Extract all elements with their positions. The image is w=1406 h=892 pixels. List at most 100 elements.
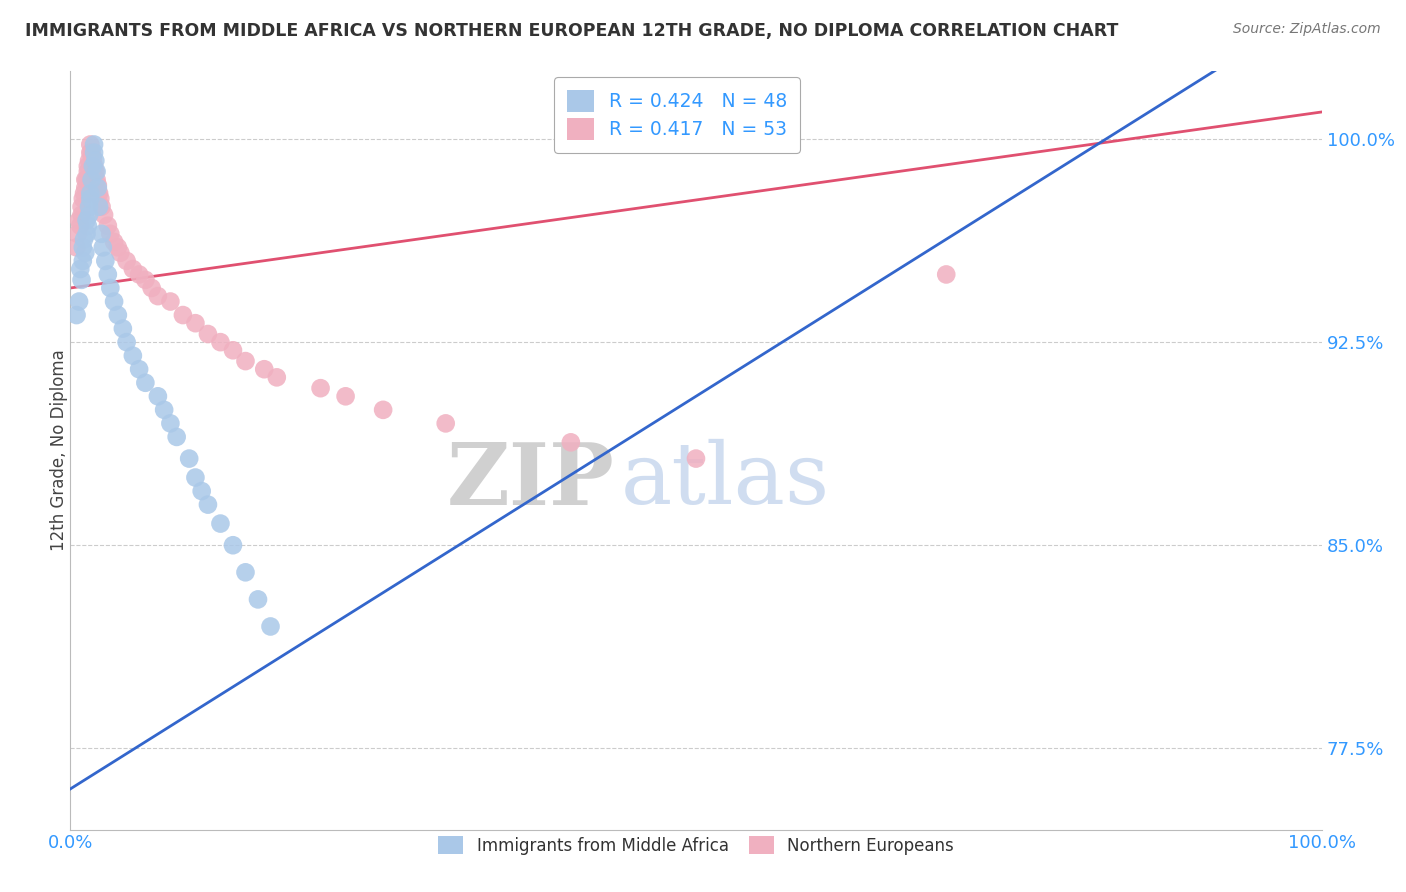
Point bbox=[209, 335, 232, 350]
Point bbox=[146, 389, 169, 403]
Point bbox=[141, 281, 163, 295]
Point bbox=[335, 389, 357, 403]
Point bbox=[153, 402, 176, 417]
Point bbox=[159, 417, 181, 431]
Point bbox=[128, 268, 150, 282]
Point bbox=[89, 192, 111, 206]
Point bbox=[121, 262, 145, 277]
Point bbox=[235, 354, 257, 368]
Point bbox=[76, 213, 98, 227]
Point bbox=[266, 370, 288, 384]
Text: IMMIGRANTS FROM MIDDLE AFRICA VS NORTHERN EUROPEAN 12TH GRADE, NO DIPLOMA CORREL: IMMIGRANTS FROM MIDDLE AFRICA VS NORTHER… bbox=[25, 22, 1119, 40]
Point bbox=[82, 159, 104, 173]
Point bbox=[235, 566, 257, 580]
Point bbox=[83, 137, 105, 152]
Point bbox=[86, 172, 108, 186]
Point bbox=[77, 200, 100, 214]
Point bbox=[75, 245, 97, 260]
Point bbox=[69, 219, 91, 233]
Point bbox=[79, 137, 101, 152]
Point bbox=[84, 153, 107, 168]
Point bbox=[97, 268, 120, 282]
Point bbox=[77, 208, 100, 222]
Point bbox=[80, 172, 103, 186]
Point bbox=[107, 240, 129, 254]
Point bbox=[73, 232, 96, 246]
Point bbox=[84, 164, 107, 178]
Point bbox=[76, 227, 98, 241]
Point bbox=[560, 435, 582, 450]
Point bbox=[159, 294, 181, 309]
Point bbox=[87, 178, 110, 192]
Point bbox=[90, 200, 112, 214]
Point bbox=[685, 451, 707, 466]
Point bbox=[67, 213, 90, 227]
Point bbox=[83, 145, 105, 160]
Point bbox=[76, 159, 98, 173]
Text: atlas: atlas bbox=[621, 439, 830, 523]
Point bbox=[115, 253, 138, 268]
Point bbox=[97, 219, 120, 233]
Point bbox=[259, 619, 281, 633]
Point bbox=[103, 235, 125, 249]
Point bbox=[75, 181, 97, 195]
Point bbox=[70, 208, 93, 222]
Point bbox=[253, 362, 276, 376]
Point bbox=[935, 268, 957, 282]
Point bbox=[184, 470, 207, 484]
Y-axis label: 12th Grade, No Diploma: 12th Grade, No Diploma bbox=[51, 350, 67, 551]
Point bbox=[65, 308, 87, 322]
Point bbox=[79, 186, 101, 201]
Point bbox=[79, 145, 101, 160]
Point bbox=[72, 253, 94, 268]
Point bbox=[166, 430, 188, 444]
Point bbox=[86, 164, 108, 178]
Point bbox=[94, 253, 117, 268]
Point bbox=[70, 273, 93, 287]
Point bbox=[172, 308, 194, 322]
Point bbox=[80, 145, 103, 160]
Point bbox=[121, 349, 145, 363]
Point bbox=[107, 308, 129, 322]
Text: ZIP: ZIP bbox=[447, 439, 614, 523]
Point bbox=[93, 208, 115, 222]
Point bbox=[184, 316, 207, 330]
Point bbox=[67, 294, 90, 309]
Point bbox=[309, 381, 332, 395]
Point bbox=[115, 335, 138, 350]
Point bbox=[87, 181, 110, 195]
Point bbox=[91, 240, 114, 254]
Point bbox=[66, 227, 89, 241]
Point bbox=[128, 362, 150, 376]
Point bbox=[76, 219, 98, 233]
Point bbox=[98, 281, 121, 295]
Point bbox=[197, 326, 219, 341]
Point bbox=[247, 592, 270, 607]
Point bbox=[87, 186, 110, 201]
Point bbox=[73, 186, 96, 201]
Point bbox=[190, 484, 212, 499]
Point bbox=[134, 376, 156, 390]
Point bbox=[371, 402, 394, 417]
Legend: Immigrants from Middle Africa, Northern Europeans: Immigrants from Middle Africa, Northern … bbox=[430, 828, 962, 863]
Point bbox=[83, 159, 105, 173]
Point bbox=[72, 192, 94, 206]
Point bbox=[65, 240, 87, 254]
Point bbox=[134, 273, 156, 287]
Point bbox=[111, 321, 134, 335]
Point bbox=[209, 516, 232, 531]
Point bbox=[222, 538, 245, 552]
Point bbox=[75, 172, 97, 186]
Point bbox=[222, 343, 245, 358]
Point bbox=[110, 245, 132, 260]
Point bbox=[82, 151, 104, 165]
Point bbox=[197, 498, 219, 512]
Point bbox=[69, 262, 91, 277]
Point bbox=[79, 192, 101, 206]
Point bbox=[98, 227, 121, 241]
Point bbox=[434, 417, 457, 431]
Point bbox=[77, 153, 100, 168]
Point bbox=[70, 200, 93, 214]
Point bbox=[72, 240, 94, 254]
Point bbox=[76, 164, 98, 178]
